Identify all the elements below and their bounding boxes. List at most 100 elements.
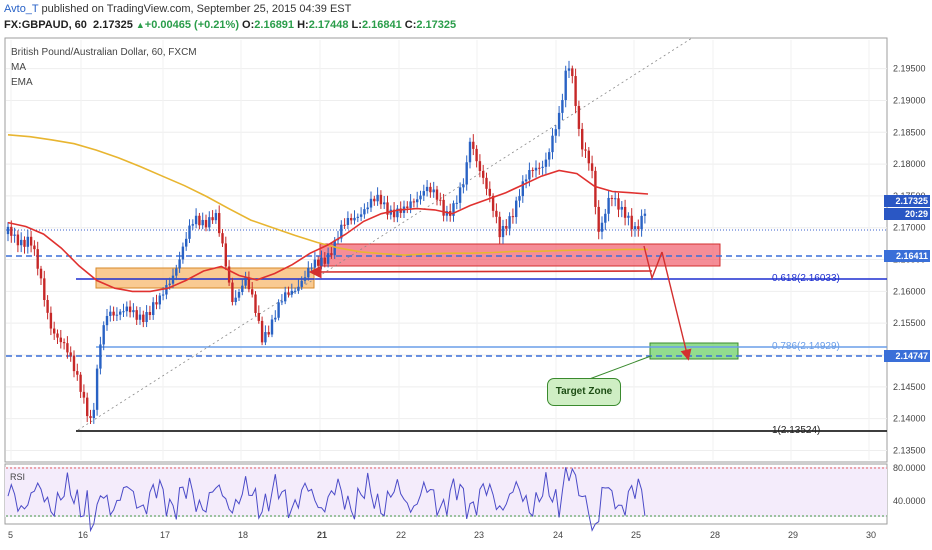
candle-body — [69, 352, 72, 356]
candle-body — [208, 217, 211, 228]
level-tag: 2.16411 — [884, 250, 930, 262]
candle-body — [297, 286, 300, 291]
candle-body — [574, 76, 577, 106]
candle-body — [435, 189, 439, 200]
candle-body — [623, 206, 627, 218]
candle-body — [551, 135, 554, 153]
candle-body — [571, 68, 574, 77]
candle-body — [369, 198, 373, 208]
candle-body — [241, 285, 244, 292]
candle-body — [346, 217, 350, 225]
candle-body — [26, 236, 29, 247]
candle-body — [501, 226, 505, 238]
candle-body — [422, 191, 425, 196]
candle-body — [581, 128, 584, 150]
candle-body — [458, 187, 462, 203]
candle-body — [541, 166, 544, 168]
last-price: 2.17325 — [93, 19, 133, 31]
candle-body — [429, 186, 432, 193]
candle-body — [412, 201, 416, 203]
candle-body — [488, 188, 491, 196]
candle-body — [13, 234, 16, 236]
candle-body — [600, 222, 604, 232]
candle-body — [171, 275, 175, 284]
candle-body — [521, 181, 524, 197]
candle-body — [485, 177, 488, 189]
candle-body — [20, 239, 23, 246]
candle-body — [379, 194, 383, 205]
symbol-label: FX:GBPAUD, 60 — [4, 19, 87, 31]
candle-body — [620, 206, 623, 210]
instrument-legend: British Pound/Australian Dollar, 60, FXC… — [11, 47, 197, 58]
time-tick-label: 28 — [710, 530, 720, 540]
publish-info: published on TradingView.com, September … — [38, 3, 352, 15]
candle-body — [323, 257, 326, 264]
time-tick-label: 29 — [788, 530, 798, 540]
candle-body — [62, 342, 66, 344]
candle-body — [191, 224, 194, 226]
time-tick-label: 30 — [866, 530, 876, 540]
target-callout-pointer — [583, 355, 652, 382]
countdown-tag: 20:29 — [884, 208, 930, 220]
candle-body — [29, 236, 33, 246]
price-tick-label: 2.16000 — [893, 286, 926, 296]
candle-body — [524, 179, 528, 182]
candle-body — [122, 311, 125, 313]
candle-body — [99, 344, 102, 369]
candle-body — [425, 186, 429, 192]
candle-body — [340, 224, 343, 239]
price-tick-label: 2.18000 — [893, 159, 926, 169]
candle-body — [439, 199, 442, 201]
candle-body — [267, 332, 270, 335]
price-tick-label: 2.18500 — [893, 127, 926, 137]
candle-body — [270, 319, 274, 335]
candle-body — [224, 243, 227, 267]
candle-body — [445, 211, 449, 216]
resistance-zone-red — [319, 243, 721, 267]
candle-body — [567, 68, 571, 71]
candle-body — [76, 371, 79, 375]
candle-body — [538, 167, 541, 169]
rsi-bottom-tick: 40.0000 — [893, 496, 926, 506]
candle-body — [148, 312, 152, 316]
candle-body — [102, 325, 105, 345]
ema-line — [7, 169, 649, 293]
candle-body — [132, 310, 135, 313]
author-link[interactable]: Avto_T — [4, 3, 39, 15]
candle-body — [528, 170, 531, 180]
candle-body — [419, 195, 422, 200]
candle-body — [43, 278, 46, 300]
current-price-tag: 2.17325 — [884, 195, 930, 207]
candle-body — [53, 328, 56, 334]
candle-body — [554, 129, 557, 136]
candle-body — [10, 226, 13, 236]
candle-body — [478, 161, 482, 171]
candle-body — [515, 200, 518, 218]
price-tick-label: 2.14000 — [893, 414, 926, 424]
candle-body — [330, 253, 333, 256]
candle-body — [33, 245, 36, 250]
open-label: O: — [242, 19, 255, 31]
candle-body — [363, 209, 366, 215]
time-tick-label: 25 — [631, 530, 641, 540]
candle-body — [92, 409, 95, 418]
candle-body — [161, 294, 165, 296]
candle-body — [640, 215, 643, 230]
time-tick-label: 5 — [8, 530, 13, 540]
candle-body — [637, 226, 640, 230]
candle-body — [472, 141, 475, 149]
candle-body — [386, 202, 389, 215]
close-value: 2.17325 — [416, 19, 457, 31]
candle-body — [119, 311, 122, 315]
candle-body — [152, 302, 155, 316]
candle-body — [399, 208, 402, 213]
candle-body — [142, 314, 145, 323]
candle-body — [594, 170, 597, 207]
candle-body — [534, 167, 538, 171]
candle-body — [115, 314, 119, 316]
candle-body — [72, 355, 76, 372]
candle-body — [300, 280, 303, 287]
up-arrow-icon: ▲ — [135, 20, 145, 30]
connector-arrow — [308, 265, 653, 279]
